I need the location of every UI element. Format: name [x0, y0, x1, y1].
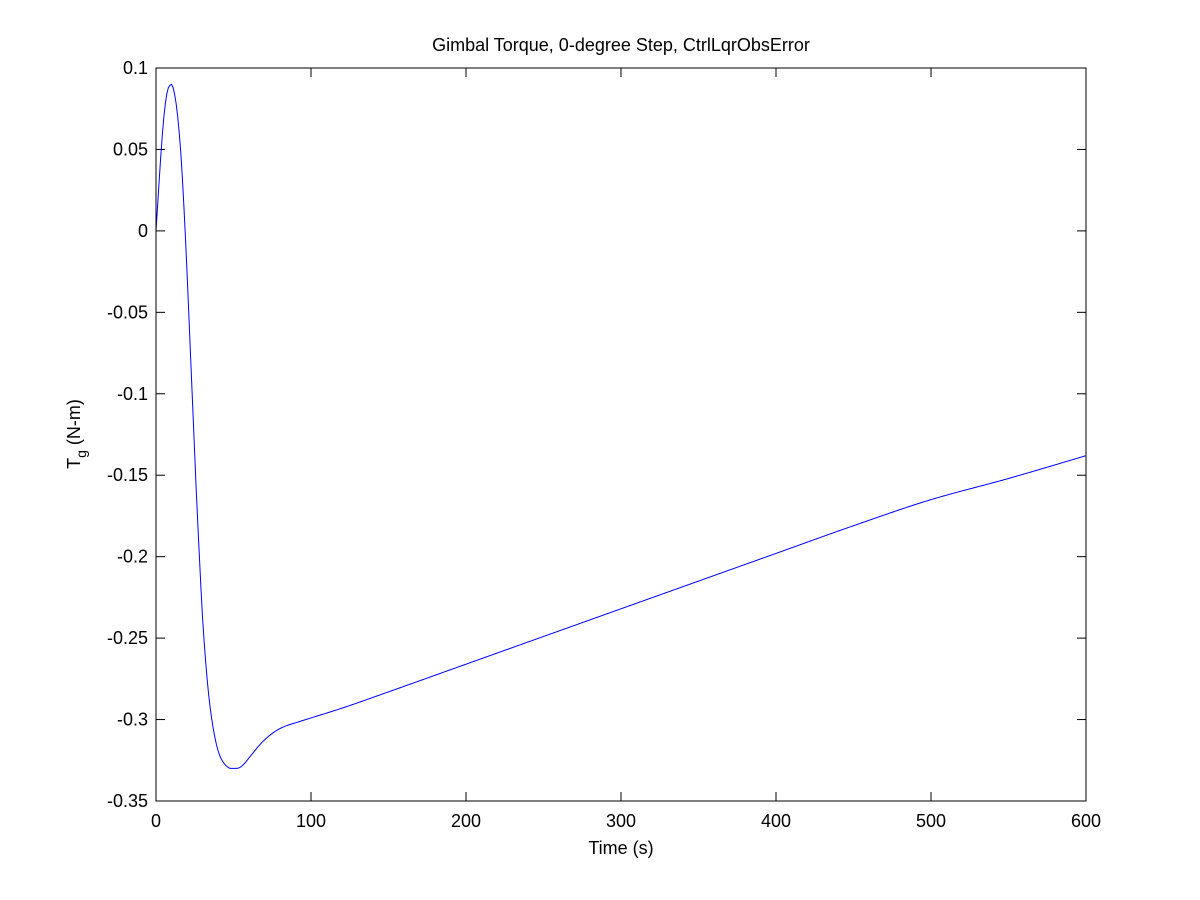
x-tick-label: 600: [1071, 811, 1101, 831]
plot-frame: [155, 67, 1087, 802]
y-tick-label: 0: [138, 221, 148, 241]
x-tick-label: 500: [916, 811, 946, 831]
x-tick-label: 400: [761, 811, 791, 831]
y-axis-label-main: T: [64, 458, 84, 469]
y-tick-label: -0.2: [117, 547, 148, 567]
x-tick-labels: 0 100 200 300 400 500 600: [151, 811, 1101, 831]
y-tick-label: 0.1: [123, 58, 148, 78]
y-axis-label-units: (N-m): [64, 399, 84, 450]
x-tick-label: 100: [296, 811, 326, 831]
y-tick-label: 0.05: [113, 139, 148, 159]
y-tick-label: -0.3: [117, 710, 148, 730]
plot-area: [156, 68, 1086, 801]
y-tick-labels: 0.1 0.05 0 -0.05 -0.1 -0.15 -0.2 -0.25 -0.3 -0.35: [107, 58, 148, 811]
x-tick-label: 0: [151, 811, 161, 831]
y-tick-label: -0.05: [107, 302, 148, 322]
y-tick-label: -0.25: [107, 628, 148, 648]
chart-title: Gimbal Torque, 0-degree Step, CtrlLqrObs…: [432, 35, 810, 55]
y-tick-label: -0.1: [117, 384, 148, 404]
y-axis-label-subscript: g: [73, 450, 89, 458]
x-tick-label: 200: [451, 811, 481, 831]
y-axis-label: Tg (N-m): [64, 399, 89, 469]
y-tick-label: -0.35: [107, 791, 148, 811]
x-axis-label: Time (s): [588, 838, 653, 858]
y-tick-label: -0.15: [107, 465, 148, 485]
series-line: [155, 83, 1087, 769]
x-tick-label: 300: [606, 811, 636, 831]
